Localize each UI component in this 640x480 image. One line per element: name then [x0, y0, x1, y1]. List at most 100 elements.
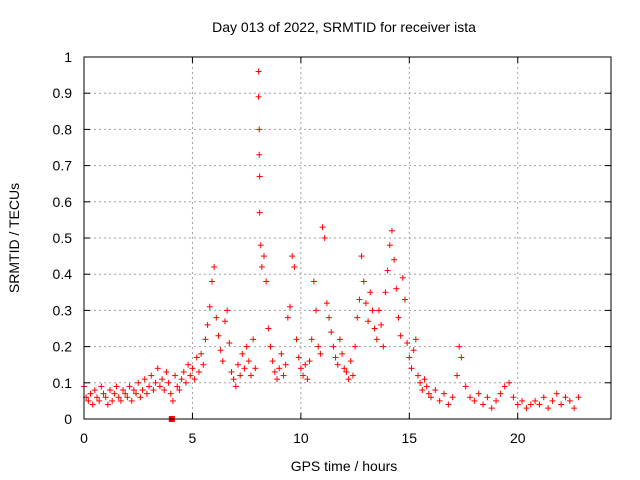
data-point — [347, 358, 354, 365]
data-point — [128, 397, 135, 404]
data-point — [378, 321, 385, 328]
y-tick-label: 0.5 — [53, 230, 73, 246]
y-tick-label: 0.6 — [53, 194, 73, 210]
data-point — [323, 300, 330, 307]
data-point — [349, 372, 356, 379]
data-point — [330, 343, 337, 350]
y-tick-label: 0.1 — [53, 375, 73, 391]
data-point — [200, 361, 207, 368]
data-point — [250, 336, 257, 343]
data-point — [558, 401, 565, 408]
data-point — [141, 376, 148, 383]
y-tick-label: 0.3 — [53, 302, 73, 318]
y-tick-label: 0.7 — [53, 158, 73, 174]
data-point — [358, 253, 365, 260]
data-point — [241, 365, 248, 372]
data-point — [328, 329, 335, 336]
data-point — [193, 354, 200, 361]
data-point — [102, 394, 109, 401]
data-point — [198, 350, 205, 357]
data-point — [271, 368, 278, 375]
data-point — [308, 336, 315, 343]
data-point — [217, 347, 224, 354]
data-point — [282, 361, 289, 368]
data-point — [185, 361, 192, 368]
x-tick-label: 20 — [510, 430, 526, 446]
data-point — [122, 390, 129, 397]
data-point — [354, 314, 361, 321]
y-tick-label: 0.2 — [53, 339, 73, 355]
data-point — [562, 394, 569, 401]
data-point — [204, 321, 211, 328]
data-point — [362, 300, 369, 307]
data-point — [406, 354, 413, 361]
data-point — [380, 343, 387, 350]
data-point — [159, 376, 166, 383]
data-point — [545, 405, 552, 412]
data-point — [117, 397, 124, 404]
data-point — [304, 376, 311, 383]
data-point — [107, 387, 114, 394]
data-point — [375, 307, 382, 314]
x-tick-label: 0 — [80, 430, 88, 446]
data-point — [336, 336, 343, 343]
data-point — [146, 383, 153, 390]
data-point — [89, 401, 96, 408]
data-point — [360, 278, 367, 285]
data-point — [425, 390, 432, 397]
data-point — [278, 350, 285, 357]
y-tick-label: 1 — [64, 49, 72, 65]
data-point — [154, 365, 161, 372]
y-tick-label: 0.4 — [53, 266, 73, 282]
data-point — [91, 387, 98, 394]
y-tick-label: 0.8 — [53, 121, 73, 137]
data-point — [287, 303, 294, 310]
data-point — [257, 242, 264, 249]
grid — [84, 57, 611, 419]
data-point — [553, 390, 560, 397]
data-point — [506, 379, 513, 386]
data-point — [532, 397, 539, 404]
data-point — [384, 267, 391, 274]
data-point — [295, 354, 302, 361]
data-point — [234, 361, 241, 368]
data-point — [410, 347, 417, 354]
data-point — [571, 405, 578, 412]
data-point — [319, 224, 326, 231]
data-point — [334, 361, 341, 368]
data-point — [449, 394, 456, 401]
data-point — [182, 379, 189, 386]
data-point — [265, 325, 272, 332]
data-point — [255, 68, 262, 75]
data-point — [326, 314, 333, 321]
data-point — [445, 401, 452, 408]
chart-title: Day 013 of 2022, SRMTID for receiver ist… — [212, 19, 476, 35]
data-point — [414, 372, 421, 379]
y-tick-label: 0 — [64, 411, 72, 427]
data-point — [161, 387, 168, 394]
data-point — [399, 274, 406, 281]
data-point — [252, 365, 259, 372]
data-point — [237, 372, 244, 379]
data-point — [527, 401, 534, 408]
data-point — [475, 390, 482, 397]
data-point — [417, 379, 424, 386]
data-point — [367, 289, 374, 296]
data-point — [404, 339, 411, 346]
data-point — [467, 394, 474, 401]
data-point — [484, 394, 491, 401]
data-point — [341, 365, 348, 372]
data-point — [293, 336, 300, 343]
data-point — [317, 350, 324, 357]
plot-frame — [83, 56, 612, 420]
data-point — [274, 376, 281, 383]
data-point — [120, 387, 127, 394]
data-point — [111, 390, 118, 397]
data-point — [148, 372, 155, 379]
data-point — [109, 397, 116, 404]
data-point — [488, 405, 495, 412]
data-point — [497, 390, 504, 397]
data-point — [523, 405, 530, 412]
data-point — [165, 379, 172, 386]
data-point — [566, 397, 573, 404]
